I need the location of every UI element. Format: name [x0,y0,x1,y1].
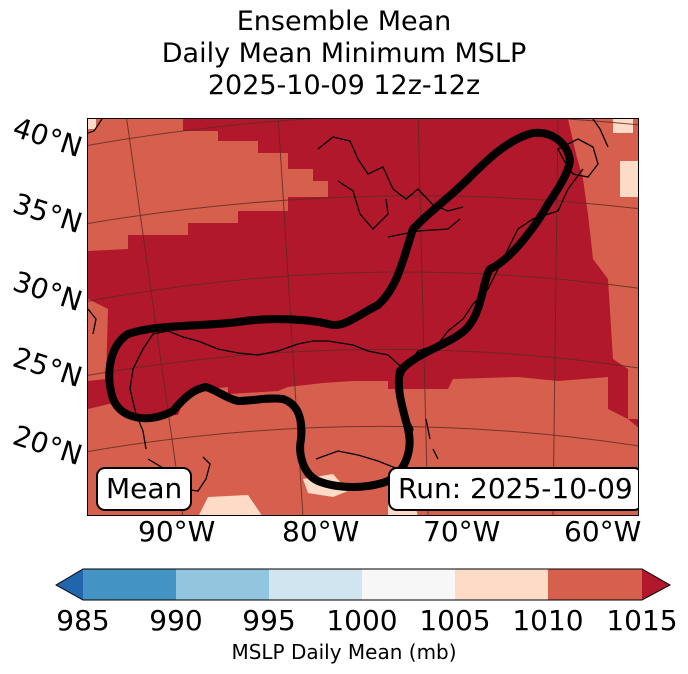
colorbar-segment-1005-1010 [455,569,548,600]
bahamas [425,418,439,460]
lat-label-30n: 30°N [8,264,87,319]
colorbar-title: MSLP Daily Mean (mb) [231,640,457,664]
lat-label-20n: 20°N [8,418,87,473]
pressure-field-nw [88,119,328,251]
pressure-field-peach-5 [199,495,262,515]
pressure-field-peach-3 [88,119,96,129]
lon-label-90w: 90°W [138,515,216,548]
threshold-contour [105,128,574,491]
colorbar-segment-1000-1005 [362,569,455,600]
colorbar-tick-985: 985 [56,604,110,637]
colorbar-tick-1010: 1010 [512,604,584,637]
colorbar-segment-990-995 [176,569,269,600]
lat-label-25n: 25°N [8,340,87,395]
colorbar-extend-high [642,569,670,600]
pressure-field-peach-2 [613,119,633,133]
lon-label-60w: 60°W [564,515,642,548]
lon-label-70w: 70°W [423,515,501,548]
title-line-3: 2025-10-09 12z-12z [207,70,481,101]
colorbar-outline [54,568,672,601]
map-svg [88,119,638,515]
colorbar-tick-990: 990 [149,604,203,637]
colorbar-segment-985-990 [83,569,176,600]
colorbar [54,568,672,601]
colorbar-segment-1010-1015 [548,569,642,600]
colorbar-segment-995-1000 [269,569,362,600]
pressure-field-west [88,299,108,381]
gulf-coast [129,330,407,450]
colorbar-tick-1005: 1005 [419,604,491,637]
panel-label: Mean [96,467,193,511]
lon-label-80w: 80°W [282,515,360,548]
colorbar-tick-995: 995 [242,604,296,637]
title-line-1: Ensemble Mean [236,6,452,37]
lat-label-40n: 40°N [8,110,87,165]
pressure-field-peach-1 [620,161,638,197]
colorbar-tick-1000: 1000 [326,604,398,637]
colorbar-extend-low [56,569,83,600]
map-panel: Mean Run: 2025-10-09 [87,118,639,516]
title-line-2: Daily Mean Minimum MSLP [161,38,527,69]
colorbar-tick-1015: 1015 [606,604,678,637]
run-label: Run: 2025-10-09 [388,467,638,511]
lat-label-35n: 35°N [8,186,87,241]
